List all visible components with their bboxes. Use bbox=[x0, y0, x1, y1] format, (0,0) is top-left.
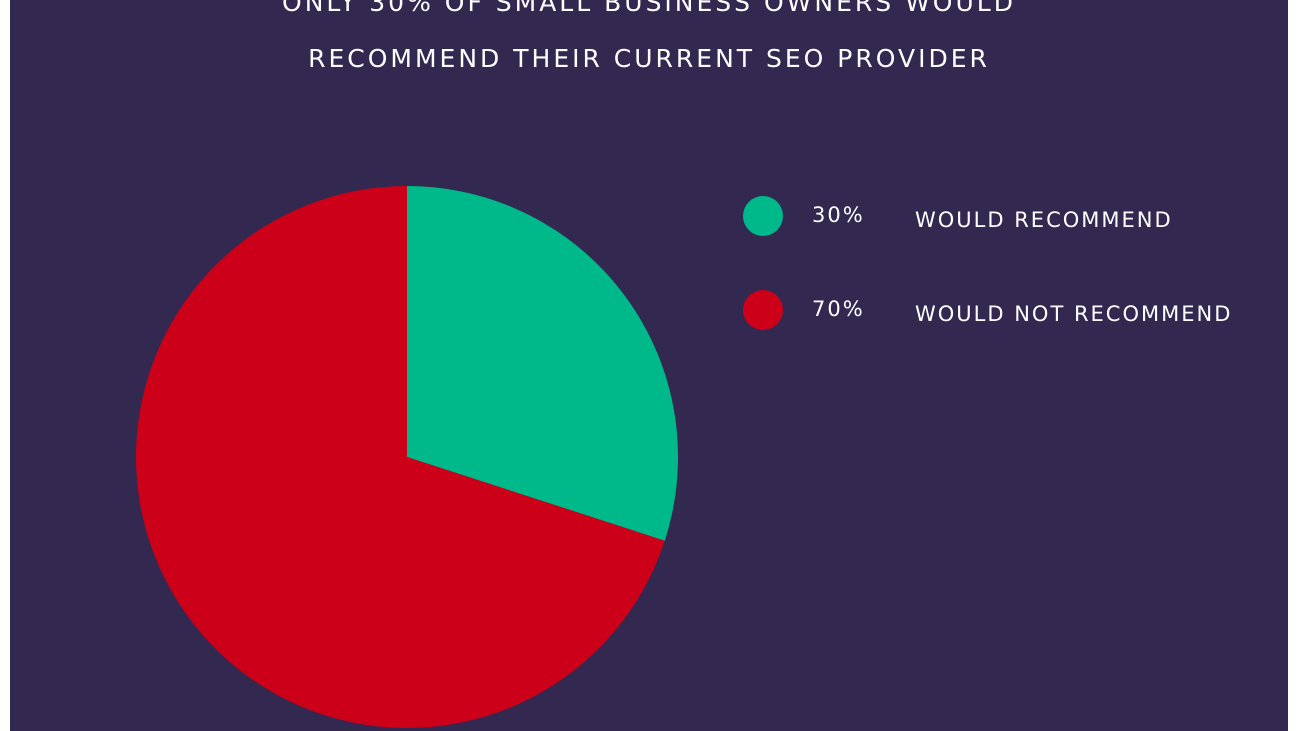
legend-marker bbox=[743, 196, 783, 236]
legend-label: WOULD NOT RECOMMEND bbox=[915, 302, 1233, 326]
legend-item: 70% WOULD NOT RECOMMEND bbox=[743, 290, 1288, 390]
pie-slice bbox=[136, 186, 665, 728]
legend-value: 30% bbox=[812, 203, 865, 227]
chart-canvas: ONLY 30% OF SMALL BUSINESS OWNERS WOULD … bbox=[136, 0, 1016, 728]
legend-label: WOULD RECOMMEND bbox=[915, 208, 1173, 232]
legend-value: 70% bbox=[812, 297, 865, 321]
chart: ONLY 30% OF SMALL BUSINESS OWNERS WOULD … bbox=[10, 0, 1288, 731]
legend-marker bbox=[743, 290, 783, 330]
pie-slice bbox=[407, 186, 678, 541]
chart-title: RECOMMEND THEIR CURRENT SEO PROVIDER bbox=[308, 44, 990, 73]
legend-item: 30% WOULD RECOMMEND bbox=[743, 196, 1288, 296]
chart-title: ONLY 30% OF SMALL BUSINESS OWNERS WOULD bbox=[282, 0, 1016, 17]
